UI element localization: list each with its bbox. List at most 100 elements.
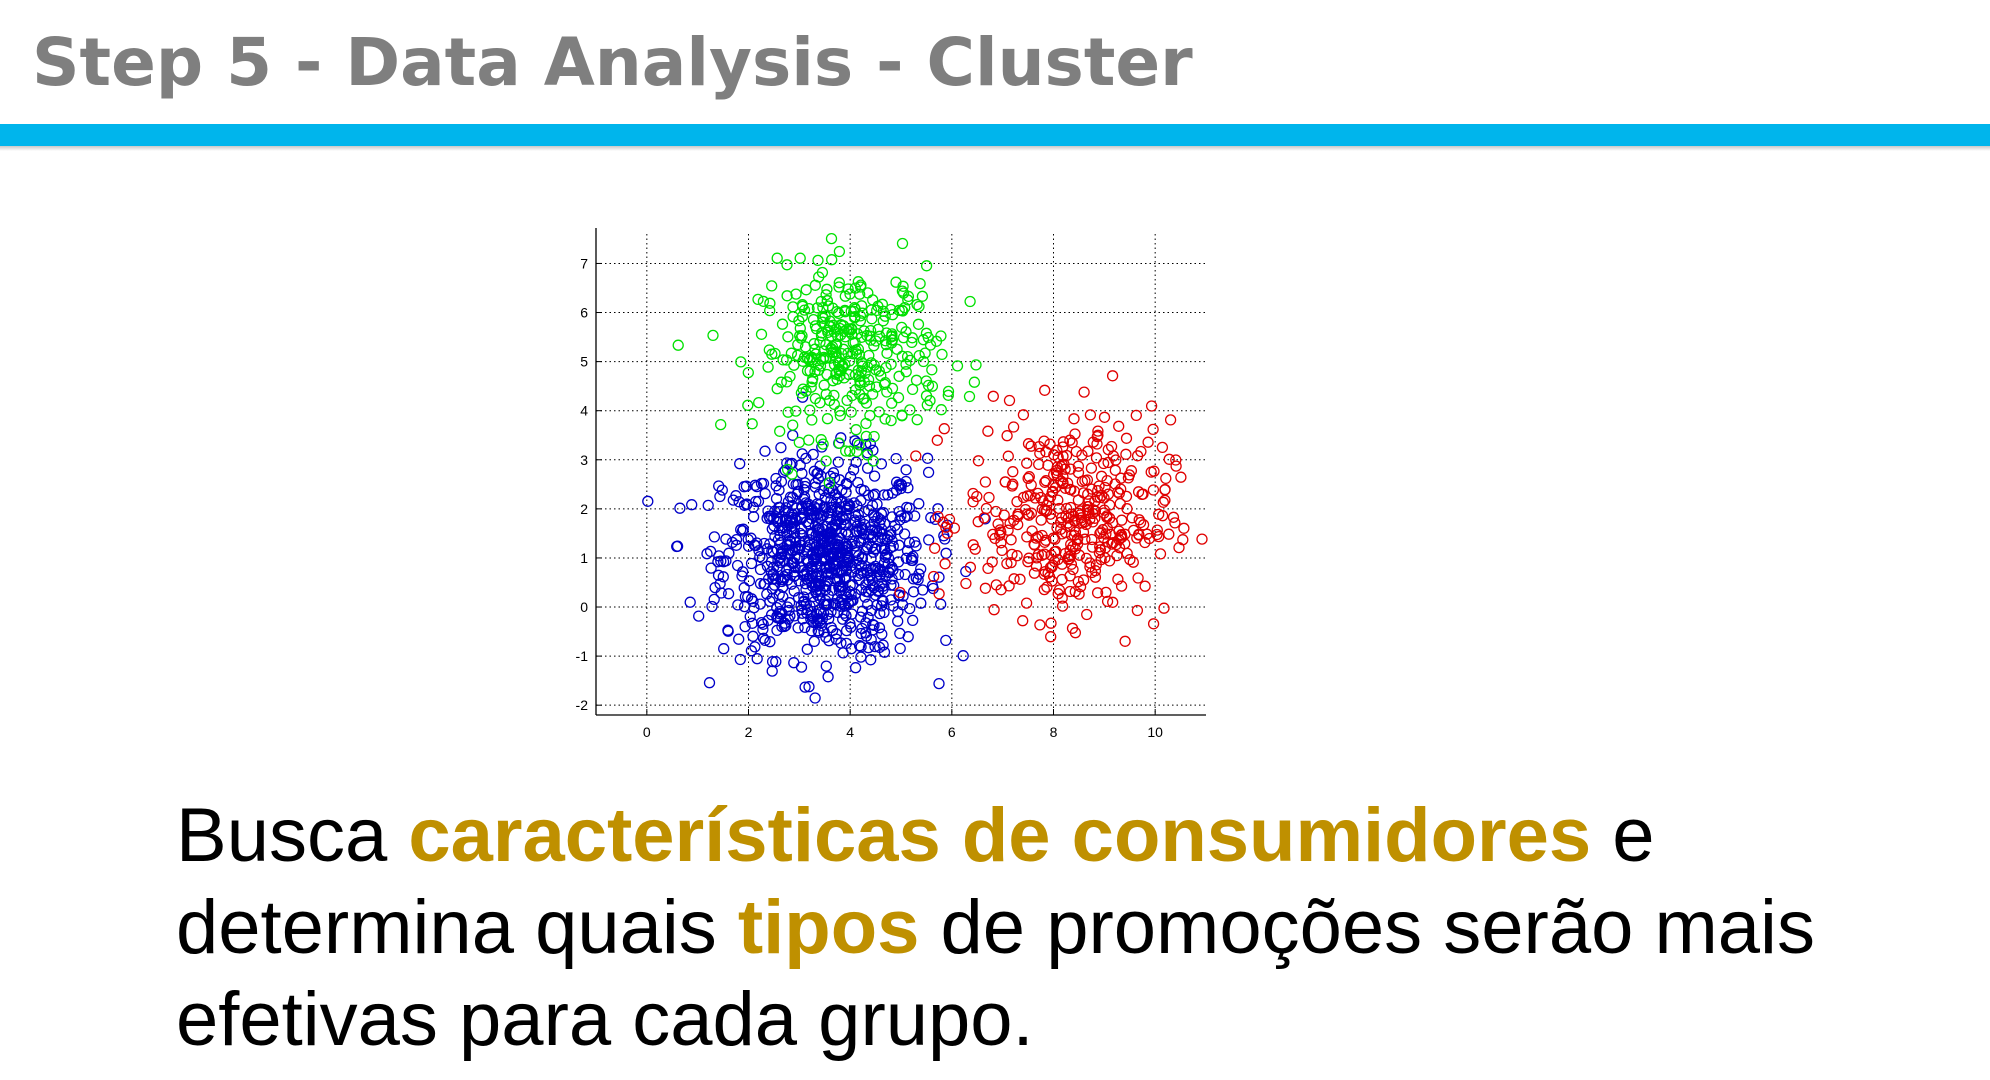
data-point	[1078, 386, 1090, 398]
data-point	[764, 297, 776, 309]
data-point	[901, 501, 913, 514]
data-point	[1169, 517, 1181, 529]
data-point	[805, 512, 818, 525]
data-point	[796, 391, 809, 403]
data-point	[911, 298, 923, 311]
data-point	[1170, 454, 1182, 466]
data-point	[917, 584, 929, 596]
data-point	[1076, 449, 1088, 461]
data-point	[940, 547, 952, 559]
data-point	[684, 596, 696, 608]
data-point	[754, 598, 766, 610]
y-tick-label: -1	[576, 648, 589, 664]
data-point	[900, 552, 912, 564]
data-point	[1076, 475, 1088, 488]
data-point	[777, 354, 789, 366]
data-point	[1098, 411, 1111, 423]
data-point	[940, 521, 952, 533]
data-point	[1100, 586, 1112, 599]
data-point	[1103, 555, 1116, 567]
data-point	[844, 288, 856, 300]
data-point	[869, 640, 881, 653]
data-point	[879, 413, 891, 425]
data-point	[1008, 573, 1020, 585]
data-point	[764, 636, 776, 648]
data-point	[850, 456, 862, 468]
data-point	[825, 232, 838, 245]
data-point	[1025, 479, 1037, 491]
data-point	[1032, 531, 1044, 543]
data-point	[831, 306, 843, 318]
data-point	[852, 509, 864, 521]
data-point	[987, 390, 999, 402]
data-point	[781, 376, 793, 388]
data-point	[837, 647, 849, 659]
data-point	[1036, 549, 1048, 561]
data-point	[755, 616, 768, 629]
data-point	[840, 526, 852, 538]
data-point	[857, 360, 869, 372]
data-point	[780, 354, 793, 366]
data-point	[792, 591, 805, 604]
data-point	[783, 604, 795, 617]
data-point	[775, 475, 788, 488]
data-point	[749, 641, 761, 653]
data-point	[1039, 536, 1051, 548]
data-point	[1020, 597, 1033, 609]
data-point	[1057, 436, 1070, 448]
data-point	[1030, 560, 1043, 572]
data-point	[1023, 471, 1035, 483]
data-point	[1094, 541, 1106, 553]
data-point	[738, 499, 751, 511]
data-point	[1106, 370, 1119, 382]
data-point	[1119, 635, 1131, 647]
data-point	[712, 569, 725, 581]
data-point	[1113, 542, 1126, 554]
data-point	[896, 409, 908, 421]
data-point	[1007, 466, 1019, 478]
data-point	[1045, 617, 1057, 629]
data-point	[812, 358, 825, 371]
data-point	[896, 237, 909, 250]
data-point	[935, 598, 947, 610]
data-point	[755, 328, 768, 340]
data-point	[910, 450, 922, 462]
data-point	[861, 541, 873, 553]
data-point	[1163, 528, 1175, 540]
title-accent-bar	[0, 124, 1990, 146]
data-point	[894, 642, 906, 655]
data-point	[854, 315, 867, 327]
data-point	[732, 599, 744, 611]
data-point	[751, 653, 763, 665]
data-point	[1137, 519, 1150, 531]
data-point	[811, 498, 823, 510]
data-point	[880, 361, 892, 374]
data-point	[1042, 459, 1054, 471]
data-point	[1017, 409, 1030, 421]
data-point	[822, 671, 834, 683]
data-point	[1034, 447, 1046, 460]
data-point	[898, 528, 911, 540]
data-point	[867, 294, 879, 306]
data-point	[1005, 556, 1017, 569]
data-point	[912, 574, 924, 586]
data-point	[860, 630, 873, 642]
data-point	[1087, 507, 1099, 520]
data-point	[745, 532, 757, 544]
data-point	[787, 419, 799, 431]
title-bar-shadow	[0, 146, 1990, 151]
data-point	[1021, 531, 1033, 543]
data-point	[770, 655, 782, 668]
data-point	[960, 577, 972, 590]
data-point	[1022, 472, 1034, 485]
data-point	[811, 503, 823, 515]
data-point	[799, 621, 811, 634]
data-point	[1021, 490, 1034, 502]
data-point	[967, 487, 979, 500]
data-point	[920, 327, 933, 339]
data-point	[674, 502, 686, 514]
data-point	[817, 484, 830, 497]
data-point	[795, 387, 808, 399]
data-point	[1083, 495, 1095, 507]
data-point	[1049, 482, 1062, 494]
